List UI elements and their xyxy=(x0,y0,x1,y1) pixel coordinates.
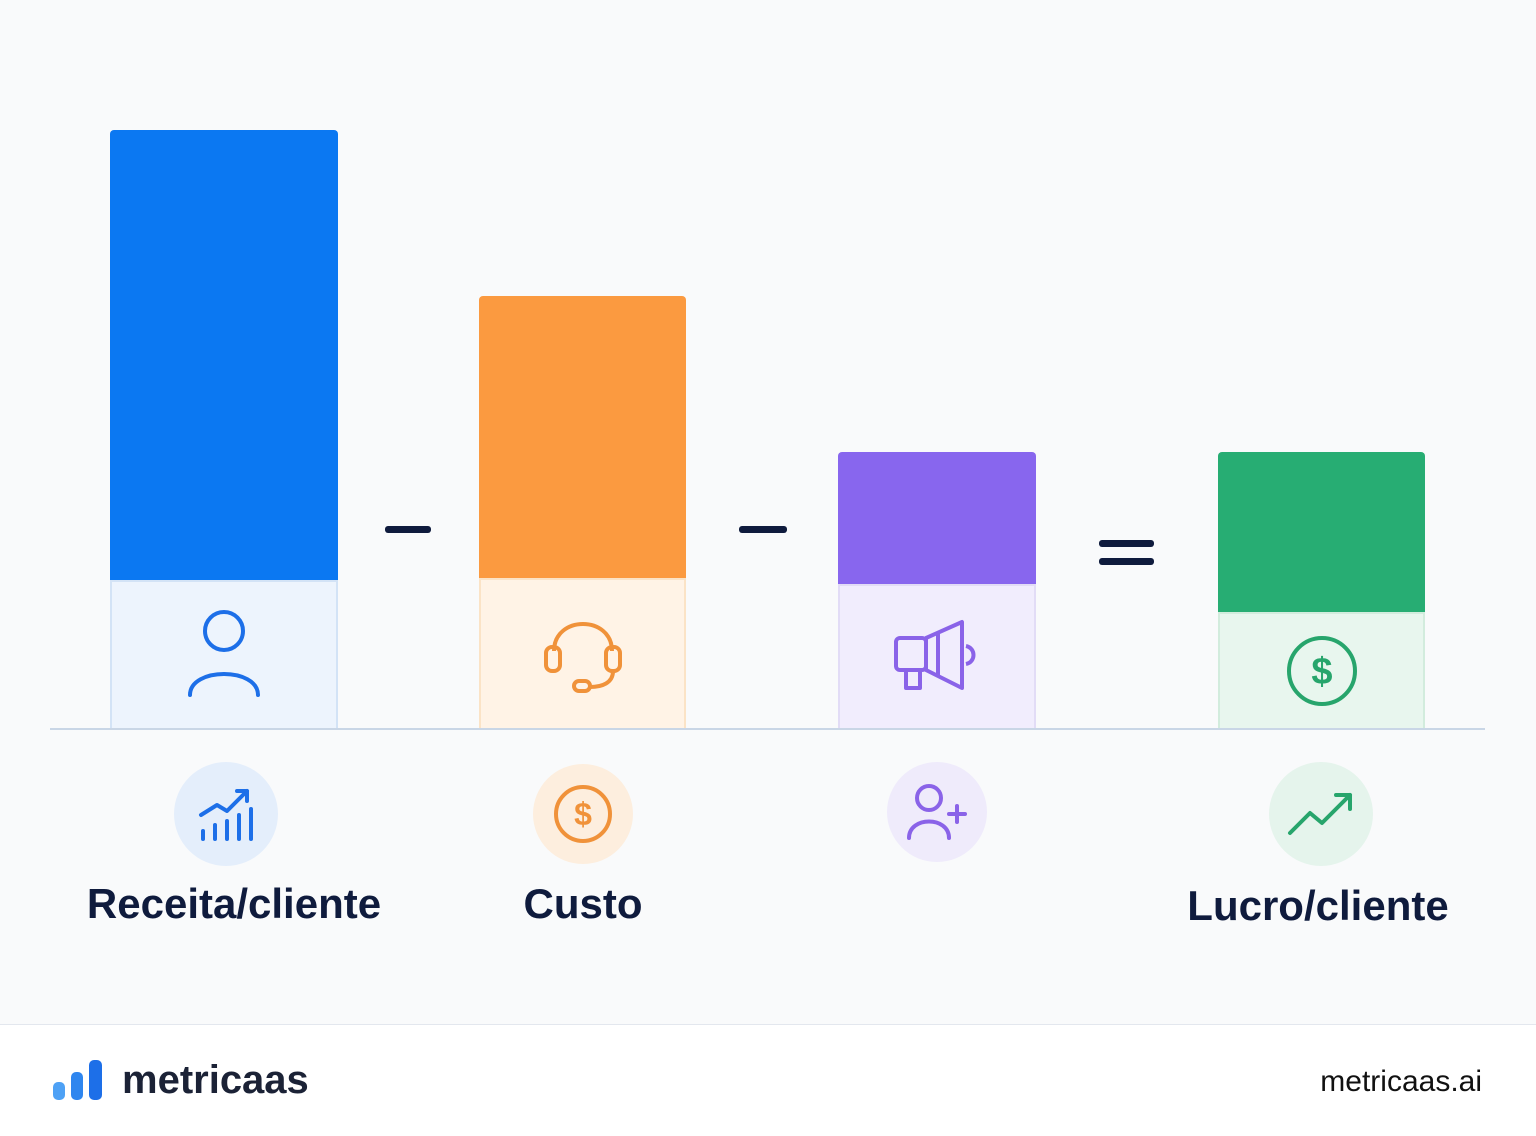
trend-up-icon xyxy=(1288,793,1352,835)
baseline xyxy=(50,728,1485,730)
bar-aquisicao-fill xyxy=(838,452,1036,584)
minus-operator-1 xyxy=(385,526,431,533)
bar-chart-trend-icon xyxy=(199,789,253,841)
brand-url[interactable]: metricaas.ai xyxy=(1320,1065,1482,1098)
footer-divider xyxy=(0,1024,1536,1025)
svg-text:$: $ xyxy=(1311,651,1332,693)
circle-lucro xyxy=(1269,762,1373,866)
dollar-coin-icon: $ xyxy=(554,785,612,843)
circle-custo: $ xyxy=(533,764,633,864)
brand-name: metricaas xyxy=(122,1058,309,1102)
footer xyxy=(0,1025,1536,1136)
circle-aquisicao xyxy=(887,762,987,862)
bar-custo-base xyxy=(479,578,686,728)
bar-aquisicao-base xyxy=(838,584,1036,728)
headset-icon xyxy=(543,622,622,693)
circle-receita xyxy=(174,762,278,866)
minus-operator-2 xyxy=(739,526,787,533)
bar-lucro: $ xyxy=(1218,452,1425,728)
label-custo: Custo xyxy=(523,880,643,927)
bar-receita-base xyxy=(110,580,338,728)
bar-receita xyxy=(110,130,338,728)
dollar-coin-icon: $ xyxy=(1286,636,1357,706)
bar-receita-fill xyxy=(110,130,338,580)
add-user-icon xyxy=(907,784,967,840)
label-lucro: Lucro/cliente xyxy=(1187,882,1449,929)
metricaas-logo-icon xyxy=(53,1060,102,1100)
megaphone-icon xyxy=(894,620,976,690)
bar-lucro-fill xyxy=(1218,452,1425,612)
label-receita: Receita/cliente xyxy=(86,880,382,927)
bar-custo-fill xyxy=(479,296,686,578)
bar-custo xyxy=(479,296,686,728)
bar-lucro-base: $ xyxy=(1218,612,1425,728)
bar-aquisicao xyxy=(838,452,1036,728)
user-icon xyxy=(188,610,260,697)
svg-text:$: $ xyxy=(574,796,592,832)
